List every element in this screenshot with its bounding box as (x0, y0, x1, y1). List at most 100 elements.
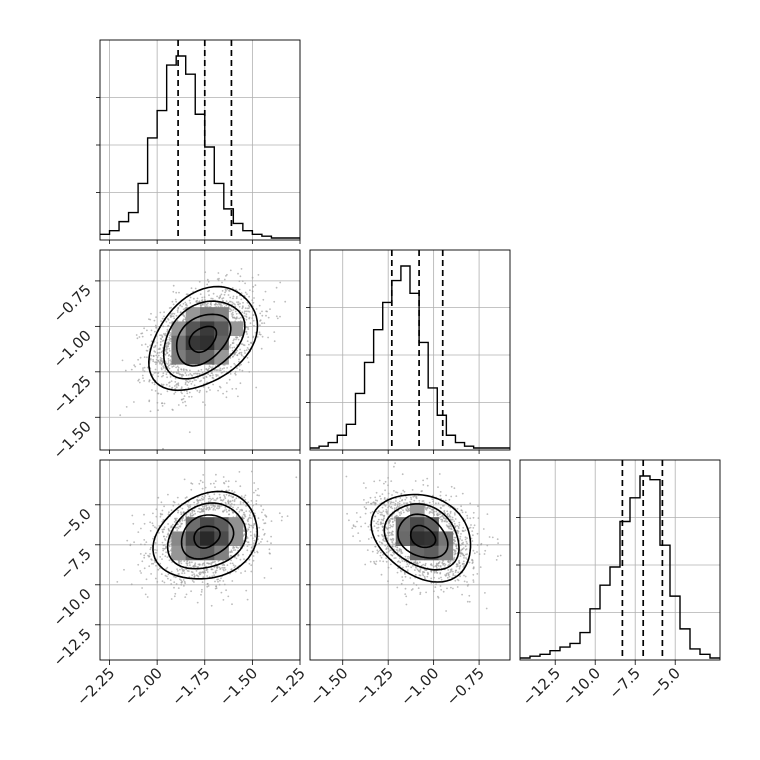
density-cell (214, 531, 229, 547)
sample-point (258, 542, 260, 545)
sample-point (461, 542, 463, 545)
sample-point (161, 541, 164, 544)
sample-point (245, 331, 248, 333)
sample-point (248, 310, 251, 313)
sample-point (165, 320, 168, 323)
sample-point (402, 511, 405, 514)
sample-point (433, 590, 435, 593)
sample-point (497, 555, 499, 558)
sample-point (228, 494, 230, 497)
sample-point (175, 366, 178, 369)
sample-point (155, 327, 158, 329)
sample-point (439, 494, 442, 497)
sample-point (240, 363, 242, 366)
sample-point (149, 521, 152, 524)
sample-point (195, 372, 198, 375)
sample-point (230, 313, 233, 315)
sample-point (155, 515, 158, 518)
sample-point (377, 529, 379, 532)
sample-point (450, 495, 453, 498)
sample-point (450, 568, 453, 570)
sample-point (392, 501, 395, 504)
sample-point (384, 540, 386, 543)
sample-point (384, 504, 387, 507)
sample-point (255, 308, 258, 310)
sample-point (176, 311, 179, 313)
sample-point (465, 540, 468, 543)
sample-point (243, 511, 245, 514)
sample-point (198, 391, 201, 394)
sample-point (170, 370, 173, 373)
sample-point (224, 497, 227, 500)
sample-point (198, 482, 201, 485)
sample-point (142, 377, 144, 379)
sample-point (484, 592, 486, 594)
sample-point (241, 515, 244, 518)
sample-point (405, 502, 407, 504)
x-tick-label: −1.25 (264, 664, 309, 709)
sample-point (226, 367, 229, 369)
sample-point (152, 537, 154, 540)
sample-point (177, 511, 179, 514)
sample-point (183, 315, 186, 318)
sample-point (237, 301, 240, 303)
sample-point (193, 576, 196, 579)
sample-point (214, 509, 217, 511)
sample-point (432, 508, 434, 511)
sample-point (208, 365, 211, 368)
sample-point (385, 508, 388, 511)
sample-point (234, 353, 237, 355)
sample-point (164, 555, 167, 557)
sample-point (246, 530, 249, 532)
sample-point (187, 570, 190, 572)
sample-point (451, 516, 454, 519)
sample-point (441, 518, 443, 521)
sample-point (161, 580, 164, 583)
sample-point (181, 375, 183, 378)
sample-point (359, 516, 362, 519)
sample-point (244, 498, 247, 501)
panel-frame (99, 249, 301, 451)
sample-point (133, 401, 135, 403)
sample-point (143, 554, 146, 557)
sample-point (471, 559, 474, 562)
sample-point (466, 514, 469, 517)
sample-point (374, 496, 377, 499)
sample-point (382, 522, 385, 525)
sample-point (165, 344, 168, 347)
sample-point (248, 514, 251, 517)
sample-point (246, 293, 248, 295)
sample-point (237, 395, 239, 398)
sample-point (143, 567, 146, 570)
sample-point (211, 561, 214, 564)
sample-point (434, 586, 437, 588)
sample-point (391, 541, 393, 543)
sample-point (253, 491, 255, 494)
sample-point (446, 510, 449, 513)
sample-point (398, 500, 401, 503)
sample-point (119, 414, 122, 417)
sample-point (405, 565, 408, 568)
sample-point (381, 535, 384, 537)
sample-point (441, 520, 443, 523)
sample-point (183, 395, 186, 397)
sample-point (181, 570, 184, 572)
sample-point (232, 313, 234, 316)
sample-point (426, 507, 429, 510)
sample-point (257, 538, 259, 541)
sample-point (273, 340, 276, 343)
sample-point (427, 573, 429, 575)
sample-point (210, 604, 213, 607)
sample-point (255, 503, 258, 505)
sample-point (450, 485, 453, 488)
sample-point (205, 504, 208, 507)
sample-point (176, 309, 179, 312)
sample-point (379, 513, 382, 516)
sample-point (261, 314, 264, 317)
density-cell (424, 531, 439, 547)
sample-point (233, 566, 236, 569)
sample-point (452, 587, 454, 590)
sample-point (430, 577, 433, 580)
sample-point (215, 587, 218, 589)
sample-point (200, 593, 202, 596)
